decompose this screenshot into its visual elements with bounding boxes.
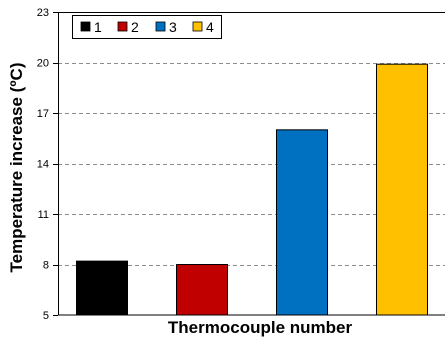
y-tick-label: 23 — [37, 7, 49, 19]
bar-3 — [276, 129, 328, 316]
y-tick-label: 5 — [43, 310, 49, 322]
y-tick-label: 20 — [37, 58, 49, 70]
legend-label-2: 2 — [131, 19, 139, 35]
bars — [76, 63, 428, 316]
plot-frame — [58, 12, 445, 316]
x-axis-title: Thermocouple number — [168, 318, 353, 337]
legend-items: 1 2 3 4 — [80, 19, 214, 35]
legend-swatch-3 — [155, 21, 166, 32]
bar-4 — [376, 63, 428, 316]
legend: 1 2 3 4 — [72, 15, 222, 39]
legend-swatch-2 — [117, 21, 128, 32]
legend-box — [72, 15, 222, 39]
legend-swatch-1 — [80, 21, 91, 32]
bar-2 — [176, 264, 228, 316]
bar-1 — [76, 260, 128, 316]
y-tick-label: 14 — [37, 159, 49, 171]
y-tick-label: 11 — [38, 209, 49, 221]
y-axis-ticks: 5 8 11 14 17 20 23 — [37, 7, 58, 322]
y-tick-label: 17 — [37, 108, 49, 120]
y-tick-label: 8 — [43, 260, 49, 272]
legend-label-4: 4 — [206, 19, 214, 35]
y-axis-title: Temperature increase (ºC) — [7, 63, 26, 273]
legend-label-3: 3 — [169, 19, 177, 35]
legend-swatch-4 — [192, 21, 203, 32]
legend-label-1: 1 — [94, 19, 102, 35]
